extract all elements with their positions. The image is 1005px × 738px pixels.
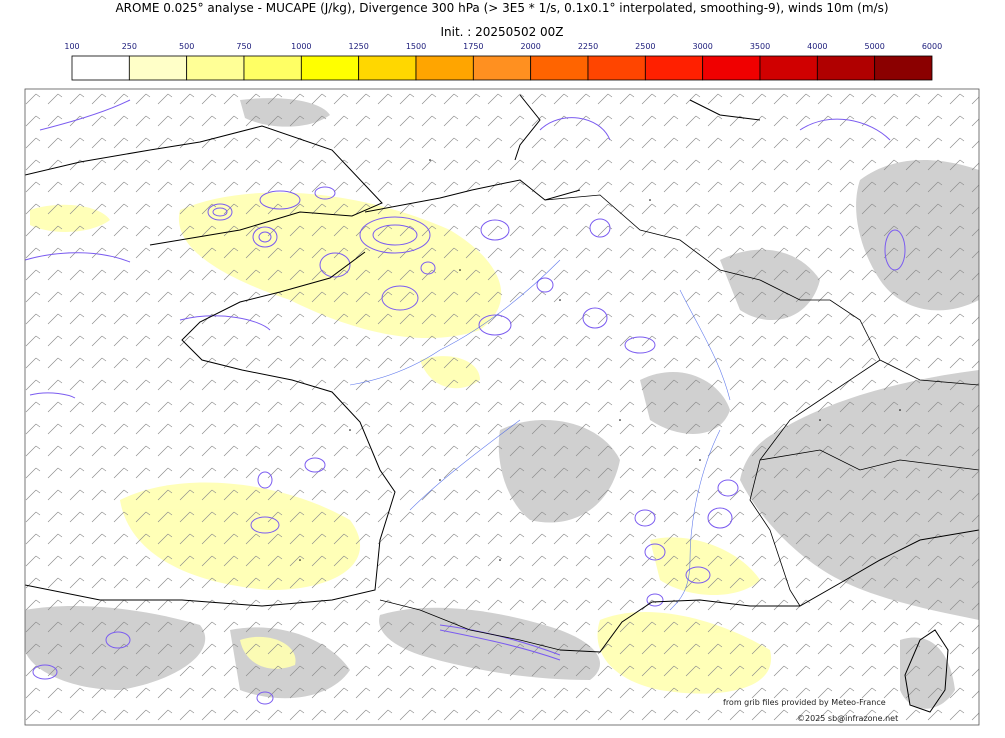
colorbar-tick-label: 3000 [692,42,712,51]
rivers [349,259,731,611]
colorbar-tick-label: 1750 [463,42,483,51]
colorbar-tick-label: 500 [179,42,194,51]
colorbar-bin [644,55,704,81]
colorbar-bin [300,55,360,81]
colorbar-tick-label: 6000 [922,42,942,51]
colorbar-tick-label: 2500 [635,42,655,51]
colorbar-tick-label: 2000 [520,42,540,51]
wind-barbs [25,89,979,725]
colorbar-tick-label: 1500 [406,42,426,51]
colorbar-bin [71,55,130,81]
colorbar-tick-label: 5000 [864,42,884,51]
colorbar-tick-label: 4000 [807,42,827,51]
colorbar-tick-label: 3500 [750,42,770,51]
colorbar: 100 250 500 750 1000 1250 1500 1750 2000 2250 2500… [64,42,942,81]
colorbar-bin [530,55,589,81]
colorbar-bin [816,55,876,81]
map-frame [24,88,980,726]
colorbar-tick-label: 2250 [578,42,598,51]
colorbar-bin [472,55,532,81]
colorbar-bin [186,55,245,81]
colorbar-bin [874,55,933,81]
colorbar-bin [759,55,818,81]
colorbar-tick-label: 750 [236,42,251,51]
divergence-contours [25,99,906,705]
colorbar-bin [243,55,302,81]
coastlines [25,94,979,713]
colorbar-tick-label: 100 [64,42,79,51]
borders [379,194,979,651]
map-area [25,89,979,725]
credit-source: from grib files provided by Meteo-France [723,698,886,707]
colorbar-bin [128,55,188,81]
colorbar-bin [702,55,761,81]
towns [299,159,901,561]
colorbar-tick-label: 250 [122,42,137,51]
colorbar-bin [587,55,646,81]
colorbar-tick-label: 1250 [348,42,368,51]
colorbar-bin [358,55,417,81]
colorbar-tick-label: 1000 [291,42,311,51]
credit-author: ©2025 sb@infrazone.net [797,714,898,723]
colorbar-bin [415,55,474,81]
map-title: AROME 0.025° analyse - MUCAPE (J/kg), Di… [115,1,888,15]
init-time: Init. : 20250502 00Z [440,25,563,39]
